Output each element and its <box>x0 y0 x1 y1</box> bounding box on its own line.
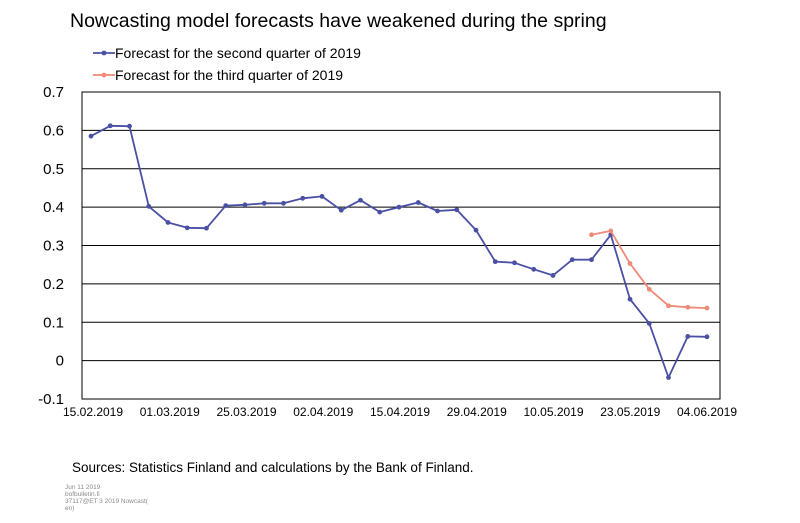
data-point-q2 <box>415 200 421 205</box>
data-point-q2 <box>184 225 190 231</box>
data-point-q2 <box>146 203 152 209</box>
legend-swatch-q3 <box>93 72 115 78</box>
plot-frame <box>81 91 721 400</box>
data-point-q2 <box>358 197 363 203</box>
x-tick-label: 10.05.2019 <box>523 405 583 419</box>
y-tick-label: 0.7 <box>43 84 64 101</box>
y-tick-label: 0.5 <box>43 161 64 178</box>
data-point-q2 <box>646 321 652 326</box>
x-tick-label: 15.04.2019 <box>370 405 430 419</box>
x-tick-label: 01.03.2019 <box>140 405 200 419</box>
x-tick-label: 02.04.2019 <box>293 405 353 419</box>
data-point-q2 <box>512 260 517 266</box>
data-point-q2 <box>300 195 306 201</box>
data-point-q2 <box>627 296 633 302</box>
footer-date: Jun 11 2019 <box>65 484 101 491</box>
y-tick-label: 0.3 <box>43 238 64 255</box>
x-tick-label: 25.03.2019 <box>216 405 276 419</box>
data-point-q2 <box>165 220 171 225</box>
data-point-q2 <box>127 123 132 129</box>
chart-title: Nowcasting model forecasts have weakened… <box>70 10 607 32</box>
legend-item-q3: Forecast for the third quarter of 2019 <box>93 66 343 84</box>
x-tick-label: 04.06.2019 <box>677 405 737 419</box>
data-point-q3 <box>608 228 614 234</box>
x-tick-label: 23.05.2019 <box>600 405 660 419</box>
data-point-q3 <box>589 232 594 238</box>
series-line-q3 <box>591 229 708 309</box>
data-point-q2 <box>704 334 710 340</box>
legend-label-q3: Forecast for the third quarter of 2019 <box>115 67 344 83</box>
y-tick-label: -0.1 <box>38 391 64 408</box>
line-chart: 0.7 0.6 0.5 0.4 0.3 0.2 0.1 0 -0.115.02.2019 01.0… <box>38 84 737 419</box>
data-point-q3 <box>627 261 633 266</box>
data-point-q2 <box>685 334 691 339</box>
data-point-q3 <box>666 303 671 309</box>
data-point-q2 <box>338 207 344 213</box>
data-point-q3 <box>704 305 710 311</box>
data-point-q2 <box>281 200 286 206</box>
data-point-q2 <box>319 193 325 199</box>
y-tick-label: 0.6 <box>43 122 64 139</box>
footer-site: bofbulletin.fi <box>65 491 100 498</box>
data-point-q2 <box>473 227 479 233</box>
legend-item-q2: Forecast for the second quarter of 2019 <box>93 44 361 62</box>
data-point-q2 <box>377 209 383 215</box>
y-tick-label: 0 <box>56 353 64 370</box>
footer-chart-id-cont: en) <box>65 505 75 512</box>
x-tick-label: 29.04.2019 <box>447 405 507 419</box>
y-tick-label: 0.2 <box>43 276 64 293</box>
legend-label-q2: Forecast for the second quarter of 2019 <box>115 45 361 61</box>
data-point-q2 <box>531 266 537 272</box>
source-note: Sources: Statistics Finland and calculat… <box>72 460 474 475</box>
data-point-q2 <box>223 203 229 208</box>
data-point-q2 <box>204 225 209 231</box>
y-tick-label: 0.1 <box>43 314 64 331</box>
data-point-q2 <box>492 259 498 265</box>
x-tick-label: 15.02.2019 <box>63 405 123 419</box>
data-point-q2 <box>396 204 402 210</box>
footer-chart-id: 37117@ET 3 2019 Nowcast( <box>65 498 148 505</box>
data-point-q2 <box>550 273 556 278</box>
data-point-q2 <box>261 200 267 206</box>
data-point-q2 <box>88 133 94 139</box>
data-point-q3 <box>685 304 691 310</box>
data-point-q3 <box>646 286 652 292</box>
data-point-q2 <box>454 207 460 213</box>
data-point-q2 <box>242 202 248 208</box>
data-point-q2 <box>107 123 113 129</box>
data-point-q2 <box>589 257 594 263</box>
legend-swatch-q2 <box>93 50 115 56</box>
data-point-q2 <box>666 375 671 380</box>
y-tick-label: 0.4 <box>43 199 64 216</box>
data-point-q2 <box>435 208 440 214</box>
series-line-q2 <box>90 124 708 379</box>
data-point-q2 <box>569 257 575 263</box>
